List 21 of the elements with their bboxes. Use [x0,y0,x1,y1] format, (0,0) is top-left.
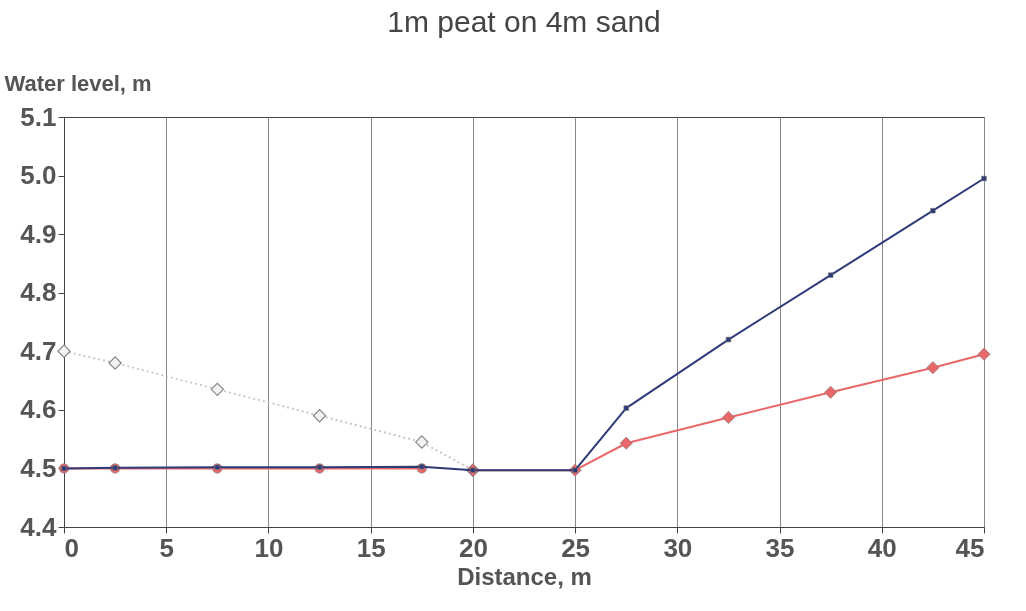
x-tick-label: 5 [159,532,174,563]
x-axis-title: Distance, m [457,562,592,590]
x-tick-label: 45 [955,532,985,563]
x-tick-label: 10 [254,532,284,563]
y-tick-label: 5.1 [20,101,57,132]
x-tick-label: 0 [64,532,79,563]
y-tick-label: 5.0 [20,160,57,191]
y-tick-label: 4.4 [20,511,58,542]
x-tick-label: 40 [867,532,897,563]
y-tick-label: 4.8 [20,277,57,308]
x-tick-label: 15 [356,532,386,563]
y-tick-label: 4.9 [20,218,57,249]
x-tick-label: 20 [458,532,488,563]
x-tick-label: 25 [561,532,591,563]
y-tick-label: 4.7 [20,335,57,366]
x-tick-label: 30 [663,532,693,563]
y-tick-label: 4.6 [20,394,57,425]
x-tick-label: 35 [765,532,795,563]
y-axis-title: Water level, m [4,70,152,96]
chart-title: 1m peat on 4m sand [387,5,661,38]
y-tick-label: 4.5 [20,452,57,483]
